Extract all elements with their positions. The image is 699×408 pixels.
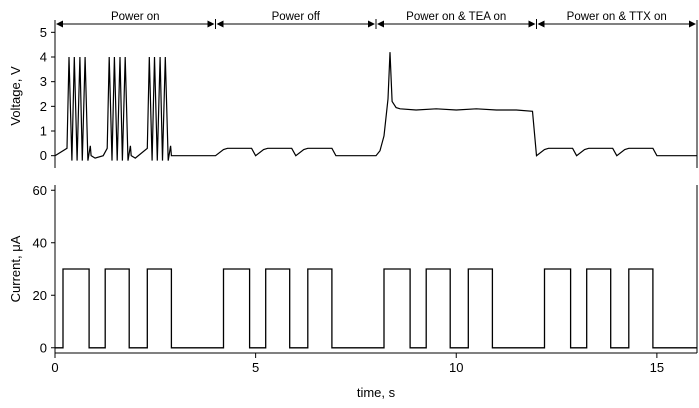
voltage-trace: [54, 52, 697, 161]
time-x-tick-label: 15: [650, 360, 664, 375]
voltage-y-tick-label: 0: [40, 148, 47, 163]
current-axis-title: Current, μA: [8, 235, 23, 302]
phase-arrow-left: [537, 20, 545, 28]
time-x-ticks: 0 5 10 15: [51, 353, 664, 375]
voltage-y-tick-label: 3: [40, 74, 47, 89]
current-y-tick-label: 0: [40, 340, 47, 355]
voltage-y-tick-label: 2: [40, 99, 47, 114]
voltage-y-tick-label: 4: [40, 50, 47, 65]
phase-arrow-right: [368, 20, 375, 28]
phase-label: Power on & TEA on: [406, 11, 506, 23]
current-y-tick-label: 60: [33, 183, 47, 198]
time-x-tick-label: 5: [252, 360, 259, 375]
current-trace: [55, 268, 697, 349]
phase-arrow-left: [377, 20, 384, 28]
phase-label: Power on: [111, 11, 160, 23]
voltage-y-tick-label: 5: [40, 25, 47, 40]
phase-arrow-left: [216, 20, 224, 28]
voltage-y-ticks: 0 1 2 3 4 5: [40, 25, 55, 163]
phase-arrow-right: [689, 20, 696, 28]
time-axis-title: time, s: [357, 385, 396, 400]
current-y-tick-label: 20: [33, 288, 47, 303]
current-y-ticks: 0 20 40 60: [33, 183, 55, 355]
phase-label: Power off: [272, 11, 321, 23]
phase-annotations: Power on Power off Power on & TEA on Power …: [56, 11, 696, 29]
phase-arrow-right: [207, 20, 215, 28]
voltage-y-tick-label: 1: [40, 124, 47, 139]
voltage-axis-title: Voltage, V: [8, 66, 23, 126]
time-x-tick-label: 0: [51, 360, 58, 375]
phase-arrow-right: [528, 20, 536, 28]
current-y-tick-label: 40: [33, 235, 47, 250]
voltage-panel: Power on Power off Power on & TEA on Power …: [8, 11, 698, 168]
phase-arrow-left: [56, 20, 63, 28]
current-panel: 0 20 40 60 0 5 10 15 Current, μA time, s: [8, 183, 698, 400]
time-x-tick-label: 10: [449, 360, 463, 375]
phase-label: Power on & TTX on: [567, 11, 667, 23]
